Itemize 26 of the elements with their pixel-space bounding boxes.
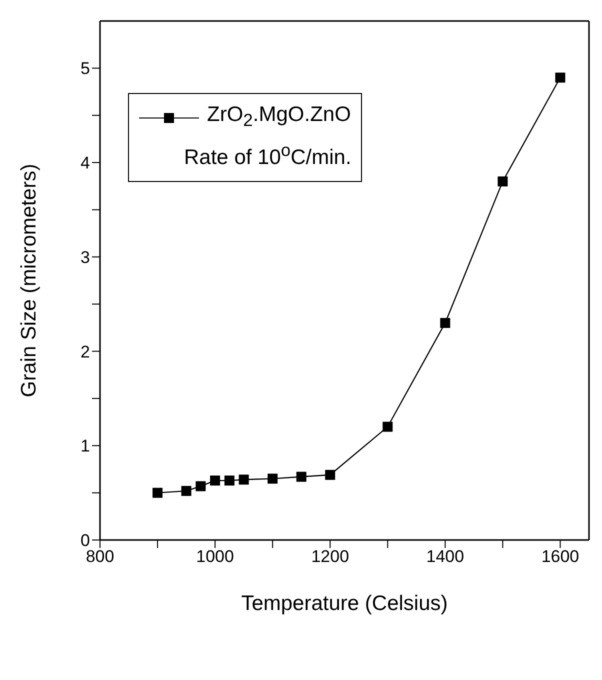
y-tick-label: 5 bbox=[80, 59, 90, 78]
point bbox=[181, 486, 192, 496]
y-axis-title: Grain Size (micrometers) bbox=[17, 164, 40, 398]
legend-label: ZrO$_{2}$.MgO.ZnO bbox=[207, 102, 351, 132]
point bbox=[238, 474, 249, 485]
point bbox=[296, 472, 306, 482]
point bbox=[152, 488, 163, 498]
point bbox=[498, 176, 508, 186]
annotation: Rate of 10$^{o}$C/min. bbox=[183, 139, 352, 172]
point bbox=[440, 318, 450, 328]
y-tick-label: 4 bbox=[80, 154, 90, 173]
point bbox=[268, 474, 278, 484]
y-tick-label: 1 bbox=[80, 436, 90, 456]
x-axis-title: Temperature (Celsius) bbox=[241, 592, 448, 615]
x-tick-label: 1000 bbox=[196, 547, 234, 566]
x-tick-label: 1600 bbox=[541, 547, 580, 566]
point bbox=[196, 481, 206, 492]
y-tick-label: 2 bbox=[80, 342, 90, 362]
point bbox=[210, 476, 220, 486]
point bbox=[382, 422, 393, 432]
point bbox=[555, 72, 566, 83]
point bbox=[325, 470, 336, 480]
y-tick-label: 3 bbox=[80, 248, 90, 267]
point bbox=[224, 476, 234, 486]
x-tick-label: 1200 bbox=[311, 547, 350, 566]
x-tick-label: 1400 bbox=[426, 547, 464, 566]
